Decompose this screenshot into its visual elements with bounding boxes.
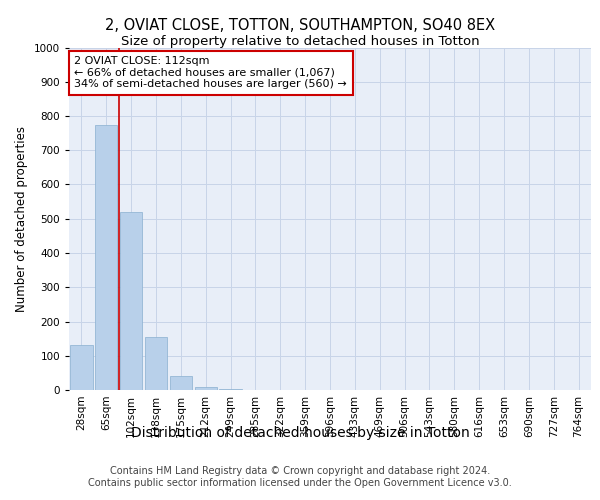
Text: 2, OVIAT CLOSE, TOTTON, SOUTHAMPTON, SO40 8EX: 2, OVIAT CLOSE, TOTTON, SOUTHAMPTON, SO4… <box>105 18 495 32</box>
Bar <box>194 386 217 390</box>
Bar <box>120 212 142 390</box>
Text: 2 OVIAT CLOSE: 112sqm
← 66% of detached houses are smaller (1,067)
34% of semi-d: 2 OVIAT CLOSE: 112sqm ← 66% of detached … <box>74 56 347 90</box>
Bar <box>145 337 167 390</box>
Text: Size of property relative to detached houses in Totton: Size of property relative to detached ho… <box>121 35 479 48</box>
Text: Distribution of detached houses by size in Totton: Distribution of detached houses by size … <box>131 426 469 440</box>
Bar <box>95 124 118 390</box>
Bar <box>70 346 92 390</box>
Bar <box>170 376 192 390</box>
Y-axis label: Number of detached properties: Number of detached properties <box>15 126 28 312</box>
Text: Contains HM Land Registry data © Crown copyright and database right 2024.
Contai: Contains HM Land Registry data © Crown c… <box>88 466 512 487</box>
